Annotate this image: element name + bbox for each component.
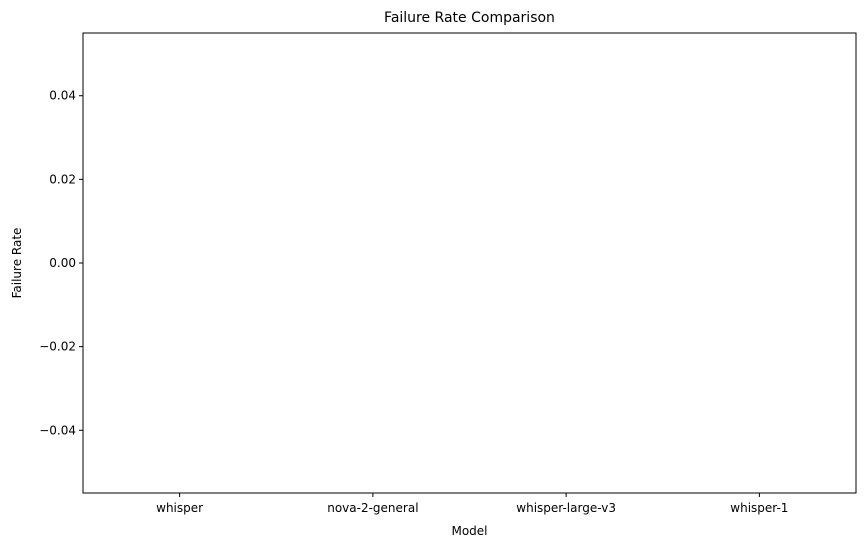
y-tick-label: 0.00 bbox=[49, 256, 76, 270]
x-tick-label: nova-2-general bbox=[327, 501, 418, 515]
y-tick-label: −0.02 bbox=[39, 340, 76, 354]
y-axis-label: Failure Rate bbox=[10, 228, 24, 299]
y-tick-label: 0.02 bbox=[49, 172, 76, 186]
y-tick-label: −0.04 bbox=[39, 423, 76, 437]
plot-frame bbox=[82, 32, 857, 494]
chart-title: Failure Rate Comparison bbox=[384, 10, 555, 26]
y-axis: −0.04 −0.02 0.00 0.02 0.04 bbox=[39, 89, 83, 437]
x-tick-label: whisper-1 bbox=[730, 501, 788, 515]
x-axis: whisper nova-2-general whisper-large-v3 whi… bbox=[156, 493, 788, 515]
x-tick-label: whisper-large-v3 bbox=[516, 501, 616, 515]
y-tick-label: 0.04 bbox=[49, 89, 76, 103]
x-axis-label: Model bbox=[451, 524, 487, 538]
x-tick-label: whisper bbox=[156, 501, 203, 515]
